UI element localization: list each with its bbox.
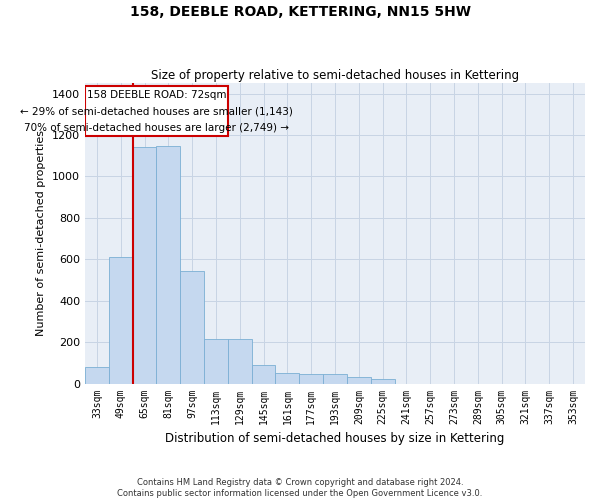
Bar bbox=[228, 339, 251, 384]
Bar bbox=[157, 146, 180, 384]
Title: Size of property relative to semi-detached houses in Kettering: Size of property relative to semi-detach… bbox=[151, 69, 519, 82]
Bar bbox=[299, 374, 323, 384]
Text: 158 DEEBLE ROAD: 72sqm: 158 DEEBLE ROAD: 72sqm bbox=[86, 90, 226, 101]
Text: ← 29% of semi-detached houses are smaller (1,143): ← 29% of semi-detached houses are smalle… bbox=[20, 106, 293, 116]
Text: 70% of semi-detached houses are larger (2,749) →: 70% of semi-detached houses are larger (… bbox=[24, 122, 289, 132]
Y-axis label: Number of semi-detached properties: Number of semi-detached properties bbox=[37, 130, 46, 336]
Bar bbox=[180, 270, 204, 384]
Bar bbox=[347, 378, 371, 384]
Bar bbox=[204, 339, 228, 384]
Bar bbox=[109, 257, 133, 384]
X-axis label: Distribution of semi-detached houses by size in Kettering: Distribution of semi-detached houses by … bbox=[166, 432, 505, 445]
Bar bbox=[275, 373, 299, 384]
FancyBboxPatch shape bbox=[85, 86, 228, 136]
Text: 158, DEEBLE ROAD, KETTERING, NN15 5HW: 158, DEEBLE ROAD, KETTERING, NN15 5HW bbox=[130, 5, 470, 19]
Bar bbox=[323, 374, 347, 384]
Text: Contains HM Land Registry data © Crown copyright and database right 2024.
Contai: Contains HM Land Registry data © Crown c… bbox=[118, 478, 482, 498]
Bar bbox=[85, 367, 109, 384]
Bar bbox=[133, 148, 157, 384]
Bar bbox=[371, 380, 395, 384]
Bar bbox=[251, 365, 275, 384]
